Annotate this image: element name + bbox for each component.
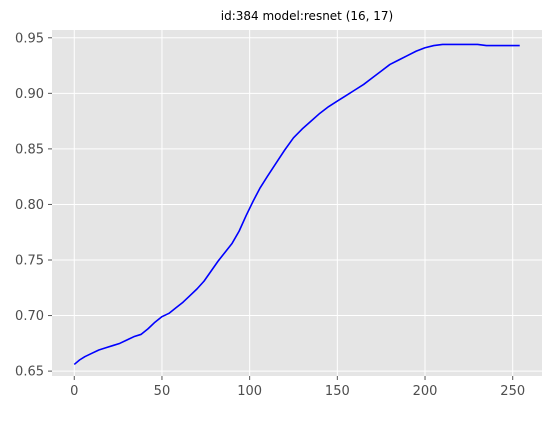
- x-tick-label: 50: [154, 384, 171, 399]
- axis-ticks: 0 50 100 150 200 250 0.65 0.70 0.75 0.80 0.85 0.90 0…: [15, 31, 525, 399]
- y-tick-label: 0.65: [15, 365, 44, 380]
- x-tick-label: 200: [413, 384, 438, 399]
- y-tick-label: 0.70: [15, 309, 44, 324]
- y-tick-label: 0.85: [15, 142, 44, 157]
- grid-lines: [52, 30, 542, 376]
- x-tick-label: 100: [237, 384, 262, 399]
- plot-area: [52, 30, 542, 376]
- y-tick-label: 0.95: [15, 31, 44, 46]
- series-line: [73, 43, 520, 366]
- x-tick-label: 150: [325, 384, 350, 399]
- y-tick-label: 0.75: [15, 254, 44, 269]
- x-tick-label: 0: [70, 384, 78, 399]
- y-tick-label: 0.80: [15, 198, 44, 213]
- y-tick-label: 0.90: [15, 87, 44, 102]
- x-tick-label: 250: [500, 384, 525, 399]
- series-layer: [73, 43, 520, 366]
- chart-title: id:384 model:resnet (16, 17): [221, 9, 393, 23]
